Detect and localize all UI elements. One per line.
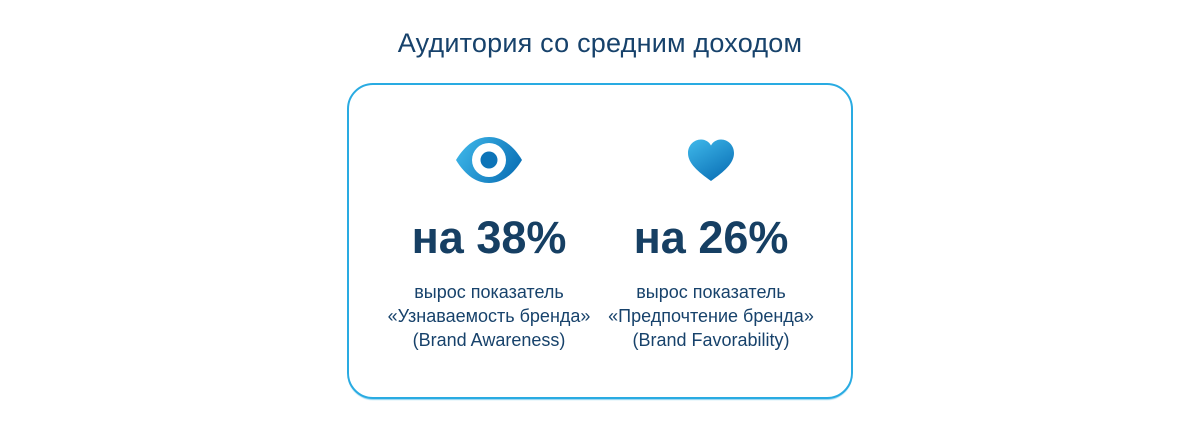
page-title: Аудитория со средним доходом — [397, 28, 803, 58]
stat-brand-favorability: на 26% вырос показатель «Предпочтение бр… — [600, 135, 822, 352]
stat-description-line: «Предпочтение бренда» — [608, 306, 814, 326]
stat-description-line: (Brand Awareness) — [412, 330, 566, 350]
stat-brand-awareness: на 38% вырос показатель «Узнаваемость бр… — [378, 135, 600, 352]
stat-description-line: вырос показатель — [636, 282, 786, 302]
stat-description-line: вырос показатель — [414, 282, 564, 302]
eye-icon — [455, 135, 523, 185]
stats-card: на 38% вырос показатель «Узнаваемость бр… — [347, 83, 853, 399]
stat-description-awareness: вырос показатель «Узнаваемость бренда» (… — [388, 280, 591, 352]
heart-icon — [685, 135, 737, 185]
stat-description-line: (Brand Favorability) — [632, 330, 790, 350]
stat-description-favorability: вырос показатель «Предпочтение бренда» (… — [608, 280, 814, 352]
stat-description-line: «Узнаваемость бренда» — [387, 306, 591, 326]
stat-value-favorability: на 26% — [633, 212, 789, 263]
stat-value-awareness: на 38% — [411, 212, 567, 263]
